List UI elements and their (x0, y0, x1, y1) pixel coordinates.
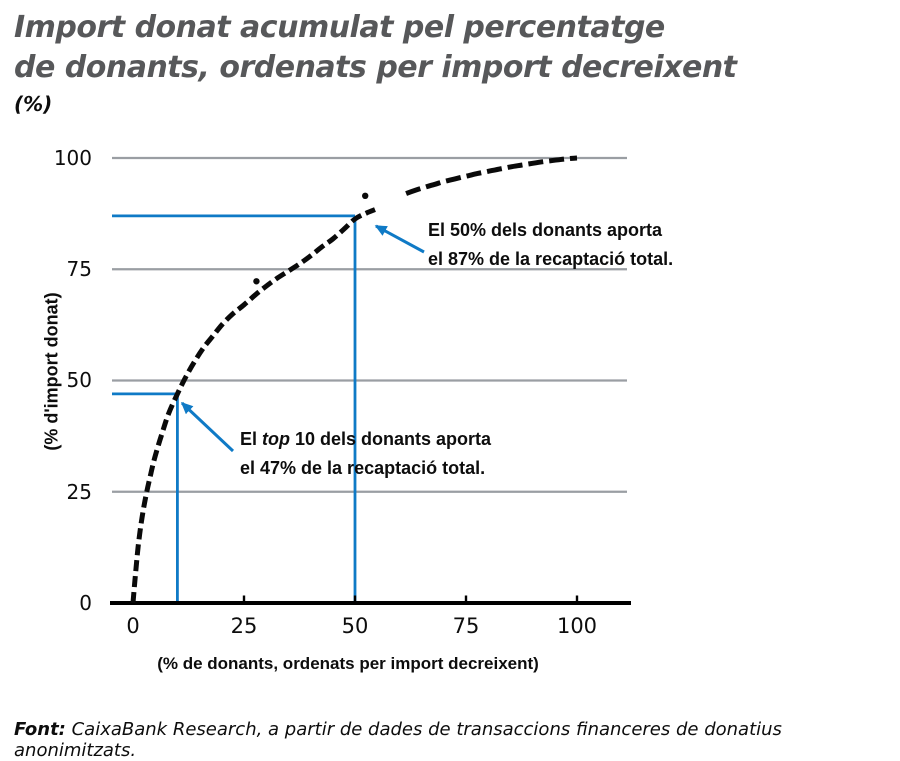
annotation-50pct: El 50% dels donants aporta el 87% de la … (428, 216, 673, 274)
chart-title-line2: de donants, ordenats per import decreixe… (14, 50, 737, 85)
chart-title-line1: Import donat acumulat pel percentatge (14, 10, 665, 45)
chart-unit-label: (%) (14, 92, 53, 116)
y-tick-0: 0 (79, 591, 92, 615)
annotation-arrow-top10 (180, 401, 235, 453)
y-tick-50: 50 (66, 368, 92, 392)
source-note: Font: CaixaBank Research, a partir de da… (14, 719, 894, 761)
x-axis-label: (% de donants, ordenats per import decre… (157, 654, 539, 673)
y-axis-label: (% d'import donat) (41, 292, 62, 451)
x-tick-75: 75 (452, 614, 480, 638)
x-tick-100: 100 (556, 614, 598, 638)
x-tick-50: 50 (341, 614, 369, 638)
annotation-50pct-line1: El 50% dels donants aporta (428, 220, 663, 240)
annotation-top10: El top 10 dels donants aporta el 47% de … (240, 425, 491, 483)
source-label: Font: (14, 719, 66, 740)
corba-acumulada-segment-1 (130, 207, 376, 604)
x-tick-25: 25 (230, 614, 258, 638)
annotation-top10-line1: El top 10 dels donants aporta (240, 429, 492, 449)
y-tick-100: 100 (53, 146, 92, 170)
annotation-50pct-line2: el 87% de la recaptació total. (428, 249, 674, 269)
chart-title: Import donat acumulat pel percentatge de… (14, 8, 894, 88)
annotation-top10-line2: el 47% de la recaptació total. (240, 458, 486, 478)
x-tick-0: 0 (126, 614, 140, 638)
source-text: CaixaBank Research, a partir de dades de… (14, 719, 782, 761)
y-tick-75: 75 (66, 257, 92, 281)
corba-acumulada-segment-2 (405, 155, 578, 196)
annotation-arrow-50pct (374, 224, 425, 254)
punts-aillats (362, 192, 369, 200)
y-tick-25: 25 (66, 480, 92, 504)
punts-aillats (253, 278, 260, 285)
